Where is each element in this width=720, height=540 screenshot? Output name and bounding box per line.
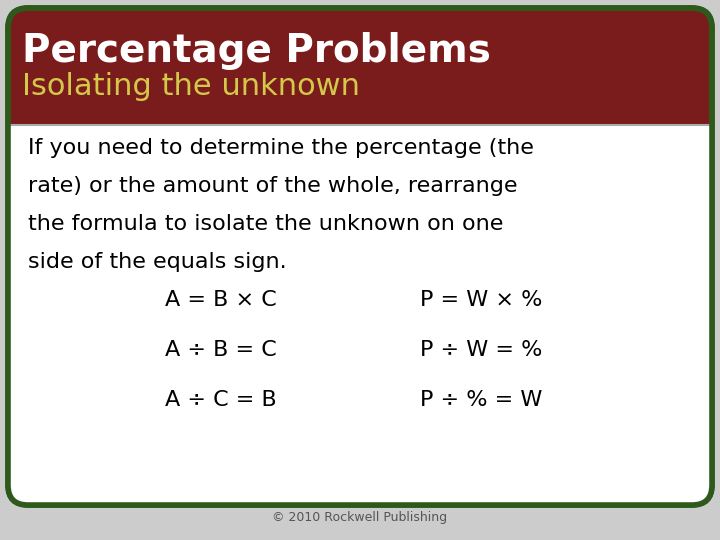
Text: A ÷ B = C: A ÷ B = C: [165, 340, 276, 360]
Text: A ÷ C = B: A ÷ C = B: [165, 390, 276, 410]
Text: side of the equals sign.: side of the equals sign.: [28, 252, 287, 272]
Text: P ÷ % = W: P ÷ % = W: [420, 390, 542, 410]
Text: Percentage Problems: Percentage Problems: [22, 32, 491, 70]
Text: P = W × %: P = W × %: [420, 290, 542, 310]
FancyBboxPatch shape: [8, 125, 712, 505]
Bar: [8, 125, 712, 145]
Text: P ÷ W = %: P ÷ W = %: [420, 340, 542, 360]
Text: A = B × C: A = B × C: [165, 290, 276, 310]
FancyBboxPatch shape: [8, 8, 712, 505]
Text: rate) or the amount of the whole, rearrange: rate) or the amount of the whole, rearra…: [28, 176, 518, 196]
Text: If you need to determine the percentage (the: If you need to determine the percentage …: [28, 138, 534, 158]
Text: © 2010 Rockwell Publishing: © 2010 Rockwell Publishing: [272, 511, 448, 524]
Text: the formula to isolate the unknown on one: the formula to isolate the unknown on on…: [28, 214, 503, 234]
Text: Isolating the unknown: Isolating the unknown: [22, 72, 360, 101]
